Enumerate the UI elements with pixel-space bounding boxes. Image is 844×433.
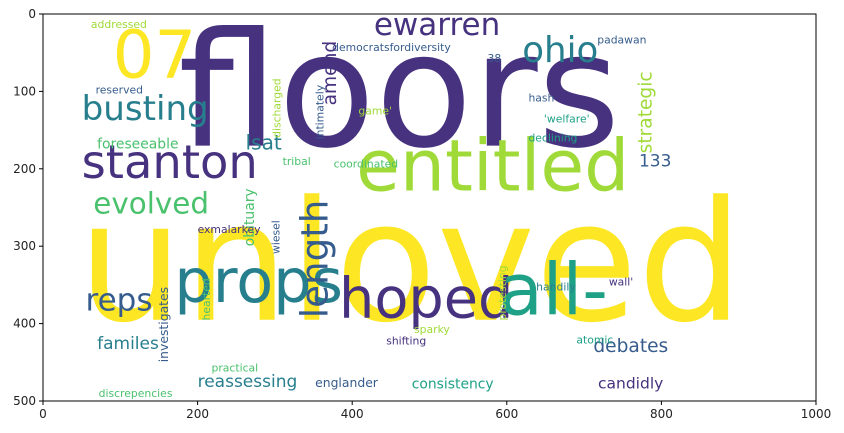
word-21: familes bbox=[97, 334, 159, 354]
word-4: all- bbox=[499, 248, 608, 331]
word-5: entitled bbox=[356, 124, 629, 207]
word-8: busting bbox=[82, 89, 209, 129]
word-6: stanton bbox=[82, 135, 258, 189]
word-48: sparky bbox=[414, 323, 450, 336]
word-44: hearted bbox=[200, 278, 213, 320]
word-25: investigates bbox=[156, 287, 171, 362]
word-0: floors bbox=[178, 0, 620, 184]
word-38: coordinated bbox=[334, 157, 398, 170]
word-43: wiesel bbox=[270, 220, 283, 254]
word-41: intimately bbox=[314, 84, 327, 139]
y-tick-label-4: 400 bbox=[13, 317, 36, 331]
word-11: evolved bbox=[93, 187, 209, 221]
word-37: declining bbox=[528, 132, 577, 145]
word-35: hash bbox=[528, 91, 554, 104]
word-31: discharged bbox=[270, 78, 283, 137]
word-47: wall' bbox=[609, 276, 633, 289]
x-axis: 0 200 400 600 800 1000 bbox=[39, 401, 831, 421]
word-40: reserved bbox=[96, 84, 143, 97]
word-28: discrepencies bbox=[99, 387, 173, 400]
word-14: amend bbox=[320, 41, 341, 106]
word-15: strategic bbox=[635, 71, 656, 153]
word-27: englander bbox=[315, 375, 379, 390]
y-tick-label-5: 500 bbox=[13, 394, 36, 408]
x-tick-label-0: 0 bbox=[39, 407, 47, 421]
word-33: padawan bbox=[597, 33, 646, 46]
word-39: tribal bbox=[283, 155, 311, 168]
plot-frame bbox=[42, 13, 817, 402]
word-9: ewarren bbox=[374, 7, 500, 43]
word-29: practical bbox=[212, 362, 259, 375]
x-tick-label-5: 1000 bbox=[801, 407, 832, 421]
word-10: ohio bbox=[522, 30, 598, 71]
word-18: obituary bbox=[242, 188, 258, 246]
word-26: exmalarkey bbox=[198, 223, 262, 236]
word-23: candidly bbox=[598, 375, 663, 393]
y-axis: 0 100 200 300 400 500 bbox=[13, 7, 43, 408]
word-46: handily bbox=[536, 280, 576, 293]
word-1: unloved bbox=[78, 167, 743, 360]
word-19: 133 bbox=[639, 151, 671, 171]
word-24: consistency bbox=[412, 377, 494, 393]
word-45: protesting bbox=[496, 265, 509, 320]
word-2: props bbox=[174, 247, 343, 317]
y-tick-label-1: 100 bbox=[13, 84, 36, 98]
y-tick-label-3: 300 bbox=[13, 239, 36, 253]
word-34: 38 bbox=[487, 52, 501, 65]
plot-background bbox=[43, 14, 816, 401]
x-tick-label-4: 800 bbox=[650, 407, 673, 421]
word-12: reps bbox=[86, 282, 153, 318]
word-36: 'welfare' bbox=[544, 112, 590, 125]
x-tick-label-1: 200 bbox=[186, 407, 209, 421]
word-13: length bbox=[292, 200, 336, 319]
y-tick-label-0: 0 bbox=[28, 7, 36, 21]
word-16: lsat bbox=[246, 130, 282, 154]
word-22: reassessing bbox=[198, 372, 298, 392]
word-49: atomic bbox=[576, 334, 613, 347]
word-3: hoped bbox=[339, 266, 513, 331]
x-tick-label-3: 600 bbox=[495, 407, 518, 421]
word-30: addressed bbox=[91, 18, 147, 31]
word-42: game' bbox=[358, 105, 392, 118]
x-tick-label-2: 400 bbox=[341, 407, 364, 421]
word-32: democratsfordiversity bbox=[332, 41, 451, 54]
word-20: debates bbox=[593, 336, 668, 357]
y-tick-label-2: 200 bbox=[13, 162, 36, 176]
word-50: shifting bbox=[386, 334, 426, 347]
word-7: 07 bbox=[113, 16, 197, 93]
word-17: foreseeable bbox=[97, 137, 178, 153]
